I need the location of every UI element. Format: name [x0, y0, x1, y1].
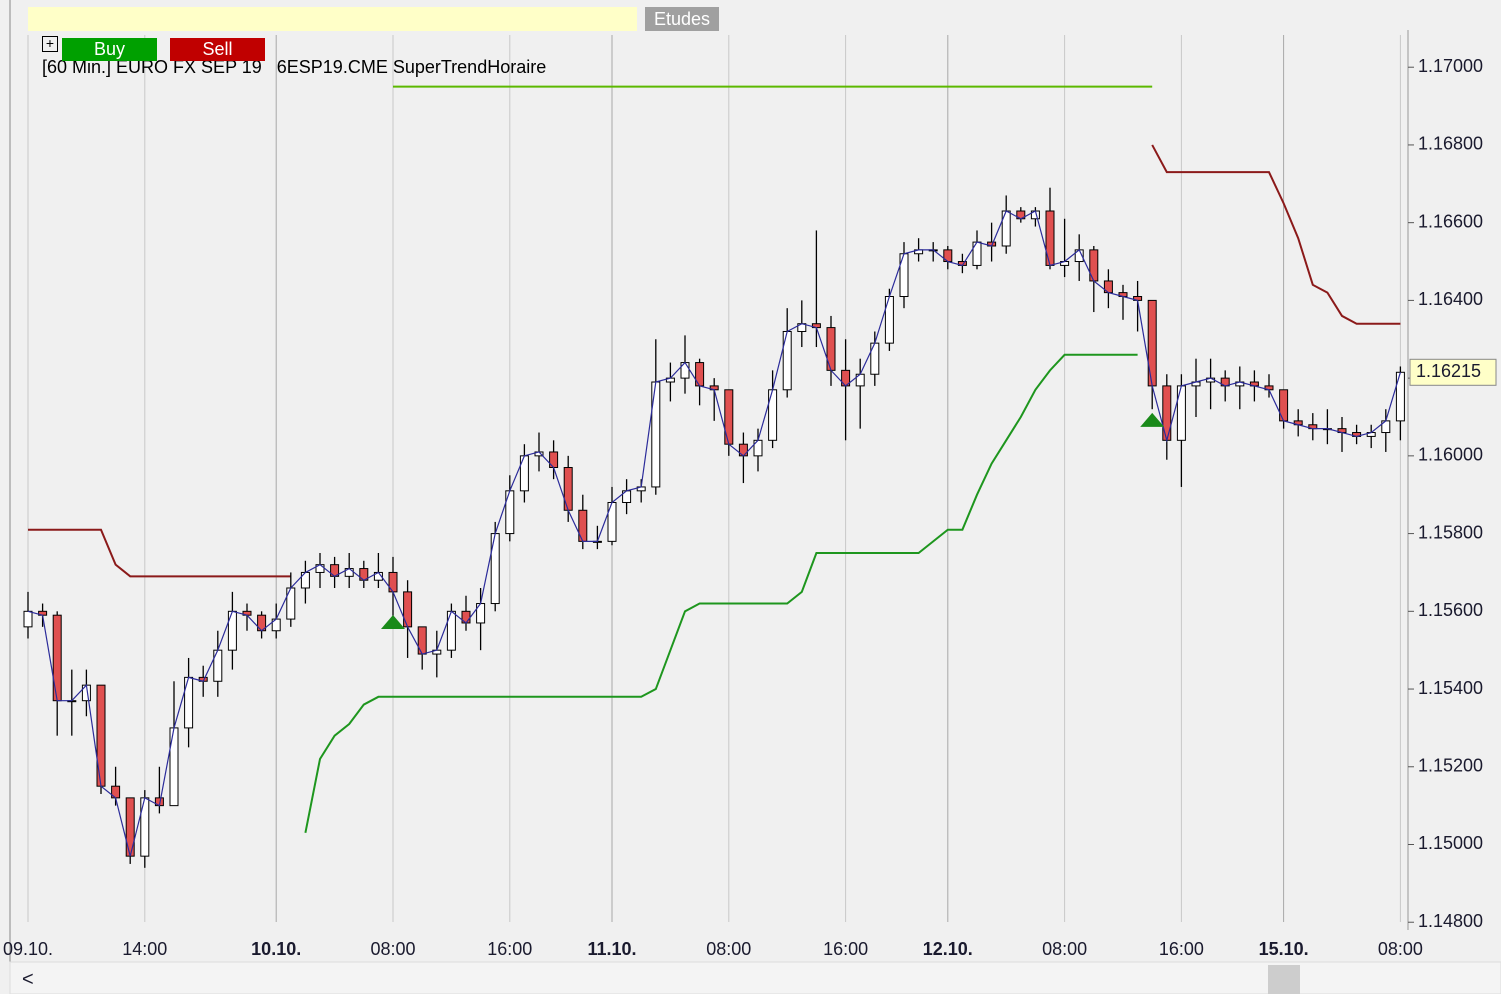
x-tick-label: 15.10.: [1259, 939, 1309, 959]
chart-title: [60 Min.] EURO FX SEP 19 6ESP19.CME Supe…: [42, 57, 547, 77]
signal-triangle: [1140, 412, 1165, 427]
y-tick-label: 1.17000: [1418, 56, 1483, 76]
x-tick-label: 10.10.: [251, 939, 301, 959]
y-tick-label: 1.15400: [1418, 678, 1483, 698]
chart-header: + [60 Min.] EURO FX SEP 19 6ESP19.CME Su…: [28, 7, 637, 77]
candle-body: [1147, 299, 1157, 387]
scrollbar[interactable]: [9, 961, 1501, 994]
last-price-box: [1409, 358, 1497, 386]
candle-body: [96, 684, 106, 787]
studies-button[interactable]: Etudes: [645, 7, 719, 31]
candle-body: [651, 381, 661, 488]
candle-body: [52, 614, 62, 702]
x-tick-label: 08:00: [1042, 939, 1087, 959]
y-tick-label: 1.16000: [1418, 445, 1483, 465]
x-tick-label: 12.10.: [923, 939, 973, 959]
buy-button[interactable]: Buy: [62, 38, 157, 61]
y-tick-label: 1.15800: [1418, 522, 1483, 542]
indicator-line: [28, 528, 291, 578]
x-tick-label: 16:00: [823, 939, 868, 959]
scroll-left[interactable]: <: [22, 968, 34, 990]
signal-triangle: [381, 614, 405, 629]
y-tick-label: 1.14800: [1418, 911, 1483, 931]
close-line: [27, 210, 1401, 857]
x-tick-label: 08:00: [370, 939, 415, 959]
x-tick-label: 16:00: [487, 939, 532, 959]
expand-icon[interactable]: +: [42, 36, 59, 52]
scroll-thumb[interactable]: [1268, 965, 1300, 994]
y-tick-label: 1.16600: [1418, 211, 1483, 231]
x-tick-label: 16:00: [1159, 939, 1204, 959]
x-tick-label: 09.10.: [3, 939, 53, 959]
y-tick-label: 1.16400: [1418, 289, 1483, 309]
candle-body: [23, 610, 33, 628]
indicator-line: [1151, 144, 1401, 325]
x-tick-label: 08:00: [706, 939, 751, 959]
x-tick-label: 08:00: [1378, 939, 1423, 959]
last-price-label: 1.16215: [1416, 361, 1481, 381]
x-tick-label: 14:00: [122, 939, 167, 959]
sell-button[interactable]: Sell: [170, 38, 265, 61]
indicator-line: [304, 353, 1138, 834]
y-tick-label: 1.15200: [1418, 756, 1483, 776]
x-tick-label: 11.10.: [587, 939, 636, 959]
y-tick-label: 1.15600: [1418, 600, 1483, 620]
y-tick-label: 1.15000: [1418, 833, 1483, 853]
background: [10, 0, 1501, 994]
y-tick-label: 1.16800: [1418, 134, 1483, 154]
